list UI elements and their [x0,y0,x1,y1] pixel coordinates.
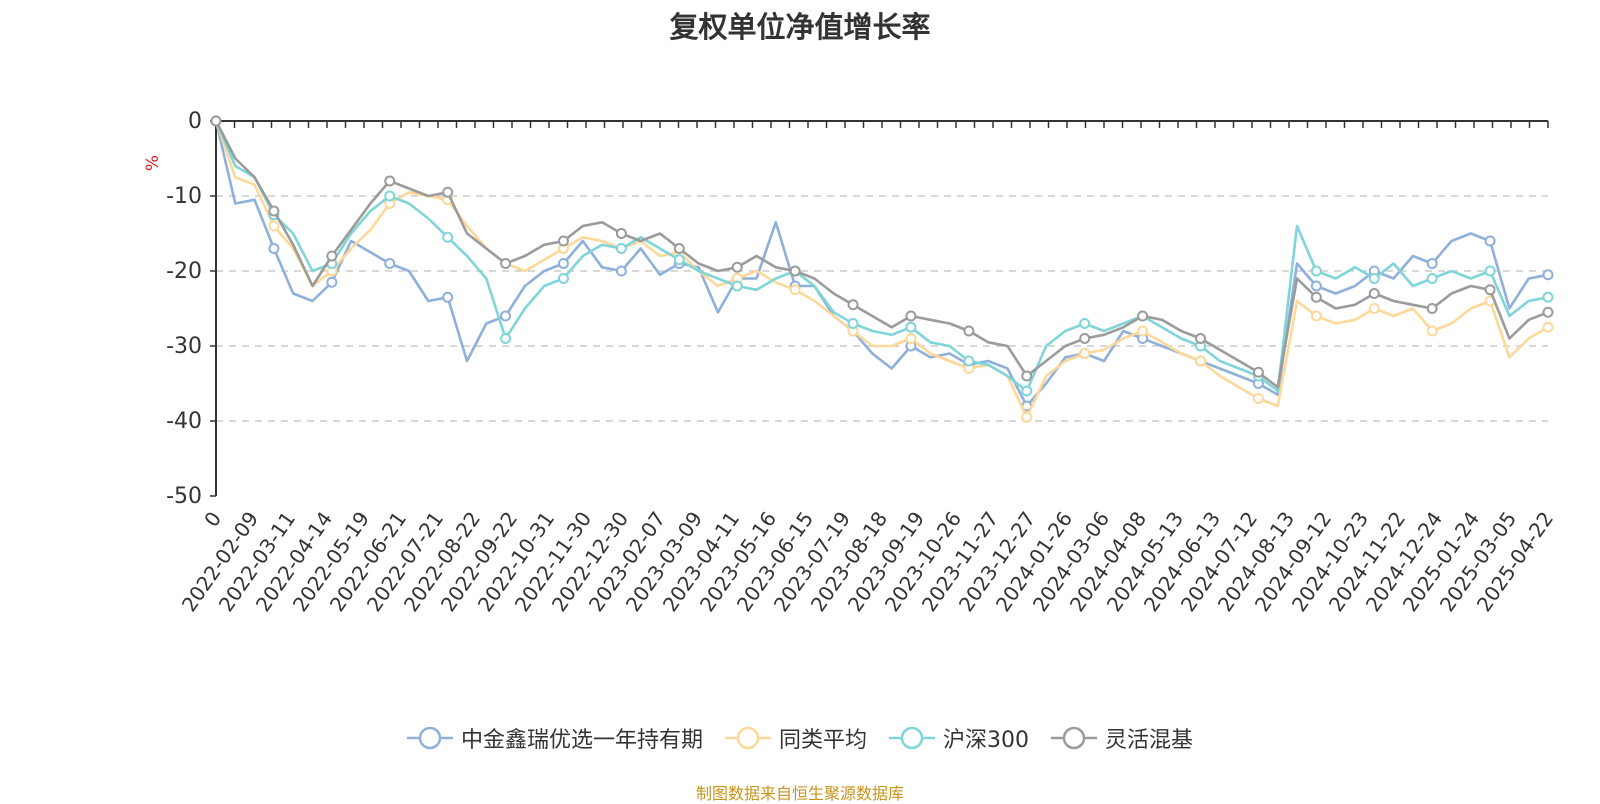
data-point[interactable] [1137,310,1149,322]
data-point[interactable] [1252,393,1264,404]
x-tick-label: 0 [199,507,226,531]
data-point[interactable] [905,321,917,333]
data-point[interactable] [557,258,569,269]
data-point[interactable] [442,291,454,303]
data-point[interactable] [615,265,627,277]
data-point[interactable] [1310,265,1322,277]
data-point[interactable] [615,243,627,254]
data-point[interactable] [1542,269,1554,281]
data-point[interactable] [1137,325,1149,337]
data-point[interactable] [1079,348,1091,359]
data-point[interactable] [1195,333,1207,344]
data-point[interactable] [500,333,512,344]
chart-legend: 中金鑫瑞优选一年持有期 同类平均 沪深300 灵活混基 [0,722,1600,754]
y-tick-label: -50 [166,484,202,509]
data-point[interactable] [1021,385,1033,397]
y-axis-label: % [143,155,163,171]
data-point[interactable] [326,250,338,262]
data-point[interactable] [905,310,917,322]
y-tick-label: -20 [166,259,202,284]
data-point[interactable] [557,273,569,284]
data-point[interactable] [673,254,685,266]
line-chart: 0-10-20-30-40-50%02022-02-092022-03-1120… [143,109,1558,616]
data-source-note: 制图数据来自恒生聚源数据库 [695,784,904,803]
data-point[interactable] [1021,411,1033,423]
data-point[interactable] [789,284,801,296]
legend-label: 中金鑫瑞优选一年持有期 [460,728,703,753]
data-point[interactable] [1542,321,1554,333]
legend-item[interactable]: 中金鑫瑞优选一年持有期 [406,722,703,754]
data-point[interactable] [615,228,627,239]
data-point[interactable] [731,280,743,292]
data-point[interactable] [1195,355,1207,367]
data-point[interactable] [500,310,512,322]
data-point[interactable] [268,205,280,217]
data-point[interactable] [1484,284,1496,296]
data-point[interactable] [384,175,396,187]
data-point[interactable] [1252,366,1264,378]
data-point[interactable] [673,243,685,254]
legend-marker-icon [889,726,935,750]
data-point[interactable] [963,355,975,367]
data-point[interactable] [210,115,222,127]
legend-label: 同类平均 [778,728,867,753]
data-point[interactable] [1426,303,1438,314]
series-line-0[interactable] [214,120,1549,408]
data-point[interactable] [1310,280,1322,292]
y-tick-label: -30 [166,334,202,359]
legend-item[interactable]: 沪深300 [889,722,1029,754]
data-point[interactable] [268,243,280,254]
chart-title: 复权单位净值增长率 [669,10,931,44]
data-point[interactable] [731,261,743,273]
series-line-3[interactable] [214,120,1549,389]
data-point[interactable] [1484,265,1496,277]
data-point[interactable] [1310,310,1322,322]
data-point[interactable] [1021,370,1033,382]
data-point[interactable] [847,299,859,311]
data-point[interactable] [905,333,917,344]
data-point[interactable] [789,265,801,277]
legend-item[interactable]: 灵活混基 [1051,722,1193,754]
data-point[interactable] [1368,288,1380,299]
series-line-1[interactable] [214,120,1549,419]
legend-label: 沪深300 [943,728,1029,753]
series-line-2[interactable] [214,120,1549,393]
y-tick-label: -10 [166,184,202,209]
data-point[interactable] [963,325,975,337]
data-point[interactable] [268,220,280,232]
data-point[interactable] [1426,273,1438,284]
legend-marker-icon [406,726,453,750]
data-point[interactable] [500,258,512,269]
data-point[interactable] [384,190,396,202]
data-point[interactable] [557,235,569,247]
y-tick-label: -40 [166,409,202,434]
legend-item[interactable]: 同类平均 [724,722,867,754]
data-point[interactable] [1310,291,1322,303]
data-point[interactable] [442,186,454,198]
data-point[interactable] [442,231,454,243]
data-point[interactable] [1426,258,1438,269]
data-point[interactable] [1079,333,1091,344]
data-point[interactable] [847,318,859,329]
data-point[interactable] [1368,303,1380,314]
legend-marker-icon [724,726,771,750]
data-point[interactable] [1484,235,1496,247]
data-point[interactable] [1426,325,1438,337]
legend-label: 灵活混基 [1105,728,1194,753]
data-point[interactable] [1079,318,1091,329]
data-point[interactable] [384,258,396,269]
data-point[interactable] [326,276,338,288]
data-point[interactable] [1542,306,1554,318]
data-point[interactable] [1368,273,1380,284]
legend-marker-icon [1051,726,1097,750]
y-tick-label: 0 [188,109,202,134]
data-point[interactable] [1542,291,1554,303]
